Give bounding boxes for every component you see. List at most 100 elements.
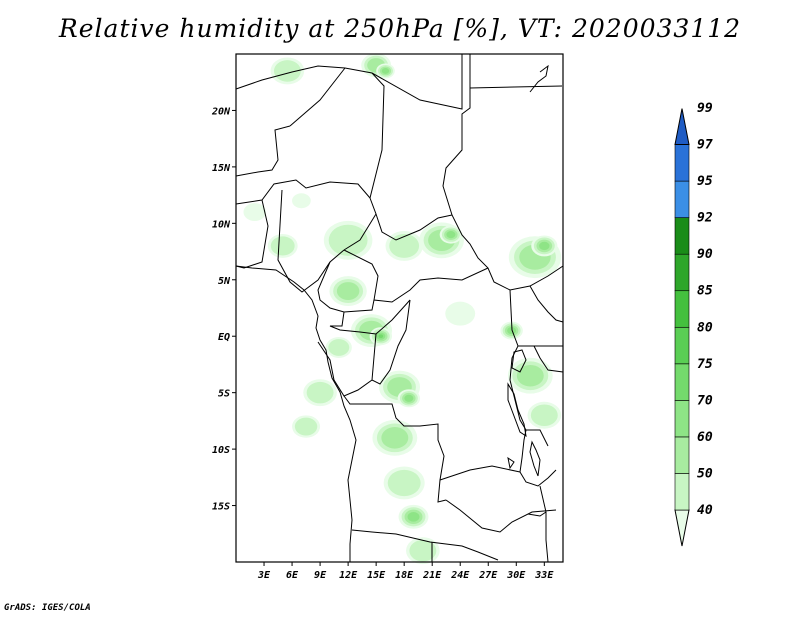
humidity-patch <box>336 282 360 301</box>
border-path <box>329 299 411 335</box>
lat-tick-label: 15S <box>212 502 230 513</box>
lat-tick-label: 5S <box>218 389 230 400</box>
humidity-patch <box>407 512 420 522</box>
humidity-patch <box>378 334 384 339</box>
map-frame <box>235 53 564 563</box>
border-path <box>445 499 557 533</box>
colorbar-label: 75 <box>697 357 713 372</box>
colorbar-label: 95 <box>697 174 713 189</box>
colorbar-segment <box>674 436 690 474</box>
lat-tick-label: 10N <box>212 219 231 230</box>
humidity-patch <box>507 326 517 335</box>
border-path <box>533 345 564 373</box>
colorbar-label: 92 <box>697 211 713 226</box>
colorbar-segment <box>674 253 690 292</box>
coastline-path <box>235 265 357 562</box>
colorbar: 40 50 60 70 75 80 85 90 92 95 97 99 <box>674 101 713 547</box>
lon-tick-label: 27E <box>478 570 498 581</box>
colorbar-label: 70 <box>697 393 713 408</box>
border-path <box>235 125 291 177</box>
humidity-shading <box>243 53 562 565</box>
humidity-patch <box>381 67 390 74</box>
border-path <box>519 429 557 487</box>
humidity-patch <box>387 469 421 497</box>
colorbar-segment <box>674 363 690 401</box>
humidity-patch <box>409 539 437 562</box>
coastline-path <box>529 64 549 93</box>
lake-path <box>507 456 515 470</box>
lat-tick-label: 10S <box>212 445 230 456</box>
lon-tick-label: 15E <box>367 570 386 581</box>
humidity-patch <box>306 381 334 404</box>
colorbar-label: 99 <box>697 101 713 116</box>
lat-tick-label: 15N <box>212 163 231 174</box>
border-path <box>442 54 564 291</box>
lon-tick-label: 33E <box>534 570 554 581</box>
border-path <box>317 261 375 313</box>
humidity-patch <box>328 224 368 256</box>
border-path <box>289 67 346 127</box>
colorbar-label: 40 <box>697 503 713 518</box>
humidity-patch <box>389 233 420 258</box>
colorbar-label: 80 <box>697 320 713 335</box>
border-path <box>235 199 269 269</box>
humidity-patch <box>446 231 456 239</box>
humidity-patch <box>539 241 550 251</box>
humidity-patch <box>243 203 266 222</box>
humidity-patch <box>530 404 558 427</box>
border-path <box>343 249 489 303</box>
lat-tick-label: 5N <box>218 276 231 287</box>
border-path <box>539 485 549 563</box>
lon-tick-label: 30E <box>506 570 526 581</box>
border-path <box>235 179 371 205</box>
lon-tick-label: 9E <box>314 570 327 581</box>
latitude-axis: 20N 15N 10N 5N EQ 5S 10S 15S <box>211 106 236 513</box>
humidity-patch <box>381 427 409 449</box>
colorbar-label: 90 <box>697 247 713 262</box>
humidity-patch <box>328 339 350 356</box>
colorbar-segment <box>674 400 690 438</box>
border-path <box>351 529 499 561</box>
humidity-patch <box>292 193 311 209</box>
colorbar-segment <box>674 180 690 218</box>
lon-tick-label: 18E <box>395 570 414 581</box>
colorbar-label: 60 <box>697 430 713 445</box>
longitude-axis: 3E 6E 9E 12E 15E 18E 21E 24E 27E 30E 33E <box>257 562 554 581</box>
lon-tick-label: 6E <box>286 570 299 581</box>
colorbar-segment <box>674 108 690 146</box>
border-path <box>509 289 549 447</box>
humidity-patch <box>273 60 301 82</box>
border-path <box>343 395 447 503</box>
colorbar-label: 50 <box>697 466 713 481</box>
humidity-patch <box>294 417 318 436</box>
lat-tick-label: EQ <box>218 332 230 343</box>
colorbar-segment <box>674 290 690 328</box>
humidity-patch <box>270 236 295 256</box>
colorbar-segment <box>674 509 690 547</box>
lake-path <box>529 440 541 477</box>
lon-tick-label: 12E <box>339 570 358 581</box>
humidity-patch <box>516 364 544 387</box>
border-path <box>529 285 564 323</box>
lon-tick-label: 24E <box>450 570 470 581</box>
lake-path <box>507 382 527 438</box>
border-path <box>371 299 411 385</box>
lon-tick-label: 3E <box>257 570 271 581</box>
coastline-path <box>527 511 547 517</box>
colorbar-segment <box>674 326 690 365</box>
border-path <box>469 85 563 89</box>
lat-tick-label: 20N <box>211 106 231 117</box>
colorbar-label: 85 <box>697 284 713 299</box>
humidity-patch <box>445 301 476 326</box>
border-path <box>439 465 521 481</box>
colorbar-segment <box>674 217 690 255</box>
chart-title: Relative humidity at 250hPa [%], VT: 202… <box>58 14 742 43</box>
border-path <box>343 72 385 251</box>
country-borders <box>235 54 564 563</box>
colorbar-segment <box>674 473 690 511</box>
lake-path <box>511 349 527 373</box>
lon-tick-label: 21E <box>422 570 442 581</box>
grads-credit: GrADS: IGES/COLA <box>4 603 91 613</box>
colorbar-label: 97 <box>697 138 713 153</box>
